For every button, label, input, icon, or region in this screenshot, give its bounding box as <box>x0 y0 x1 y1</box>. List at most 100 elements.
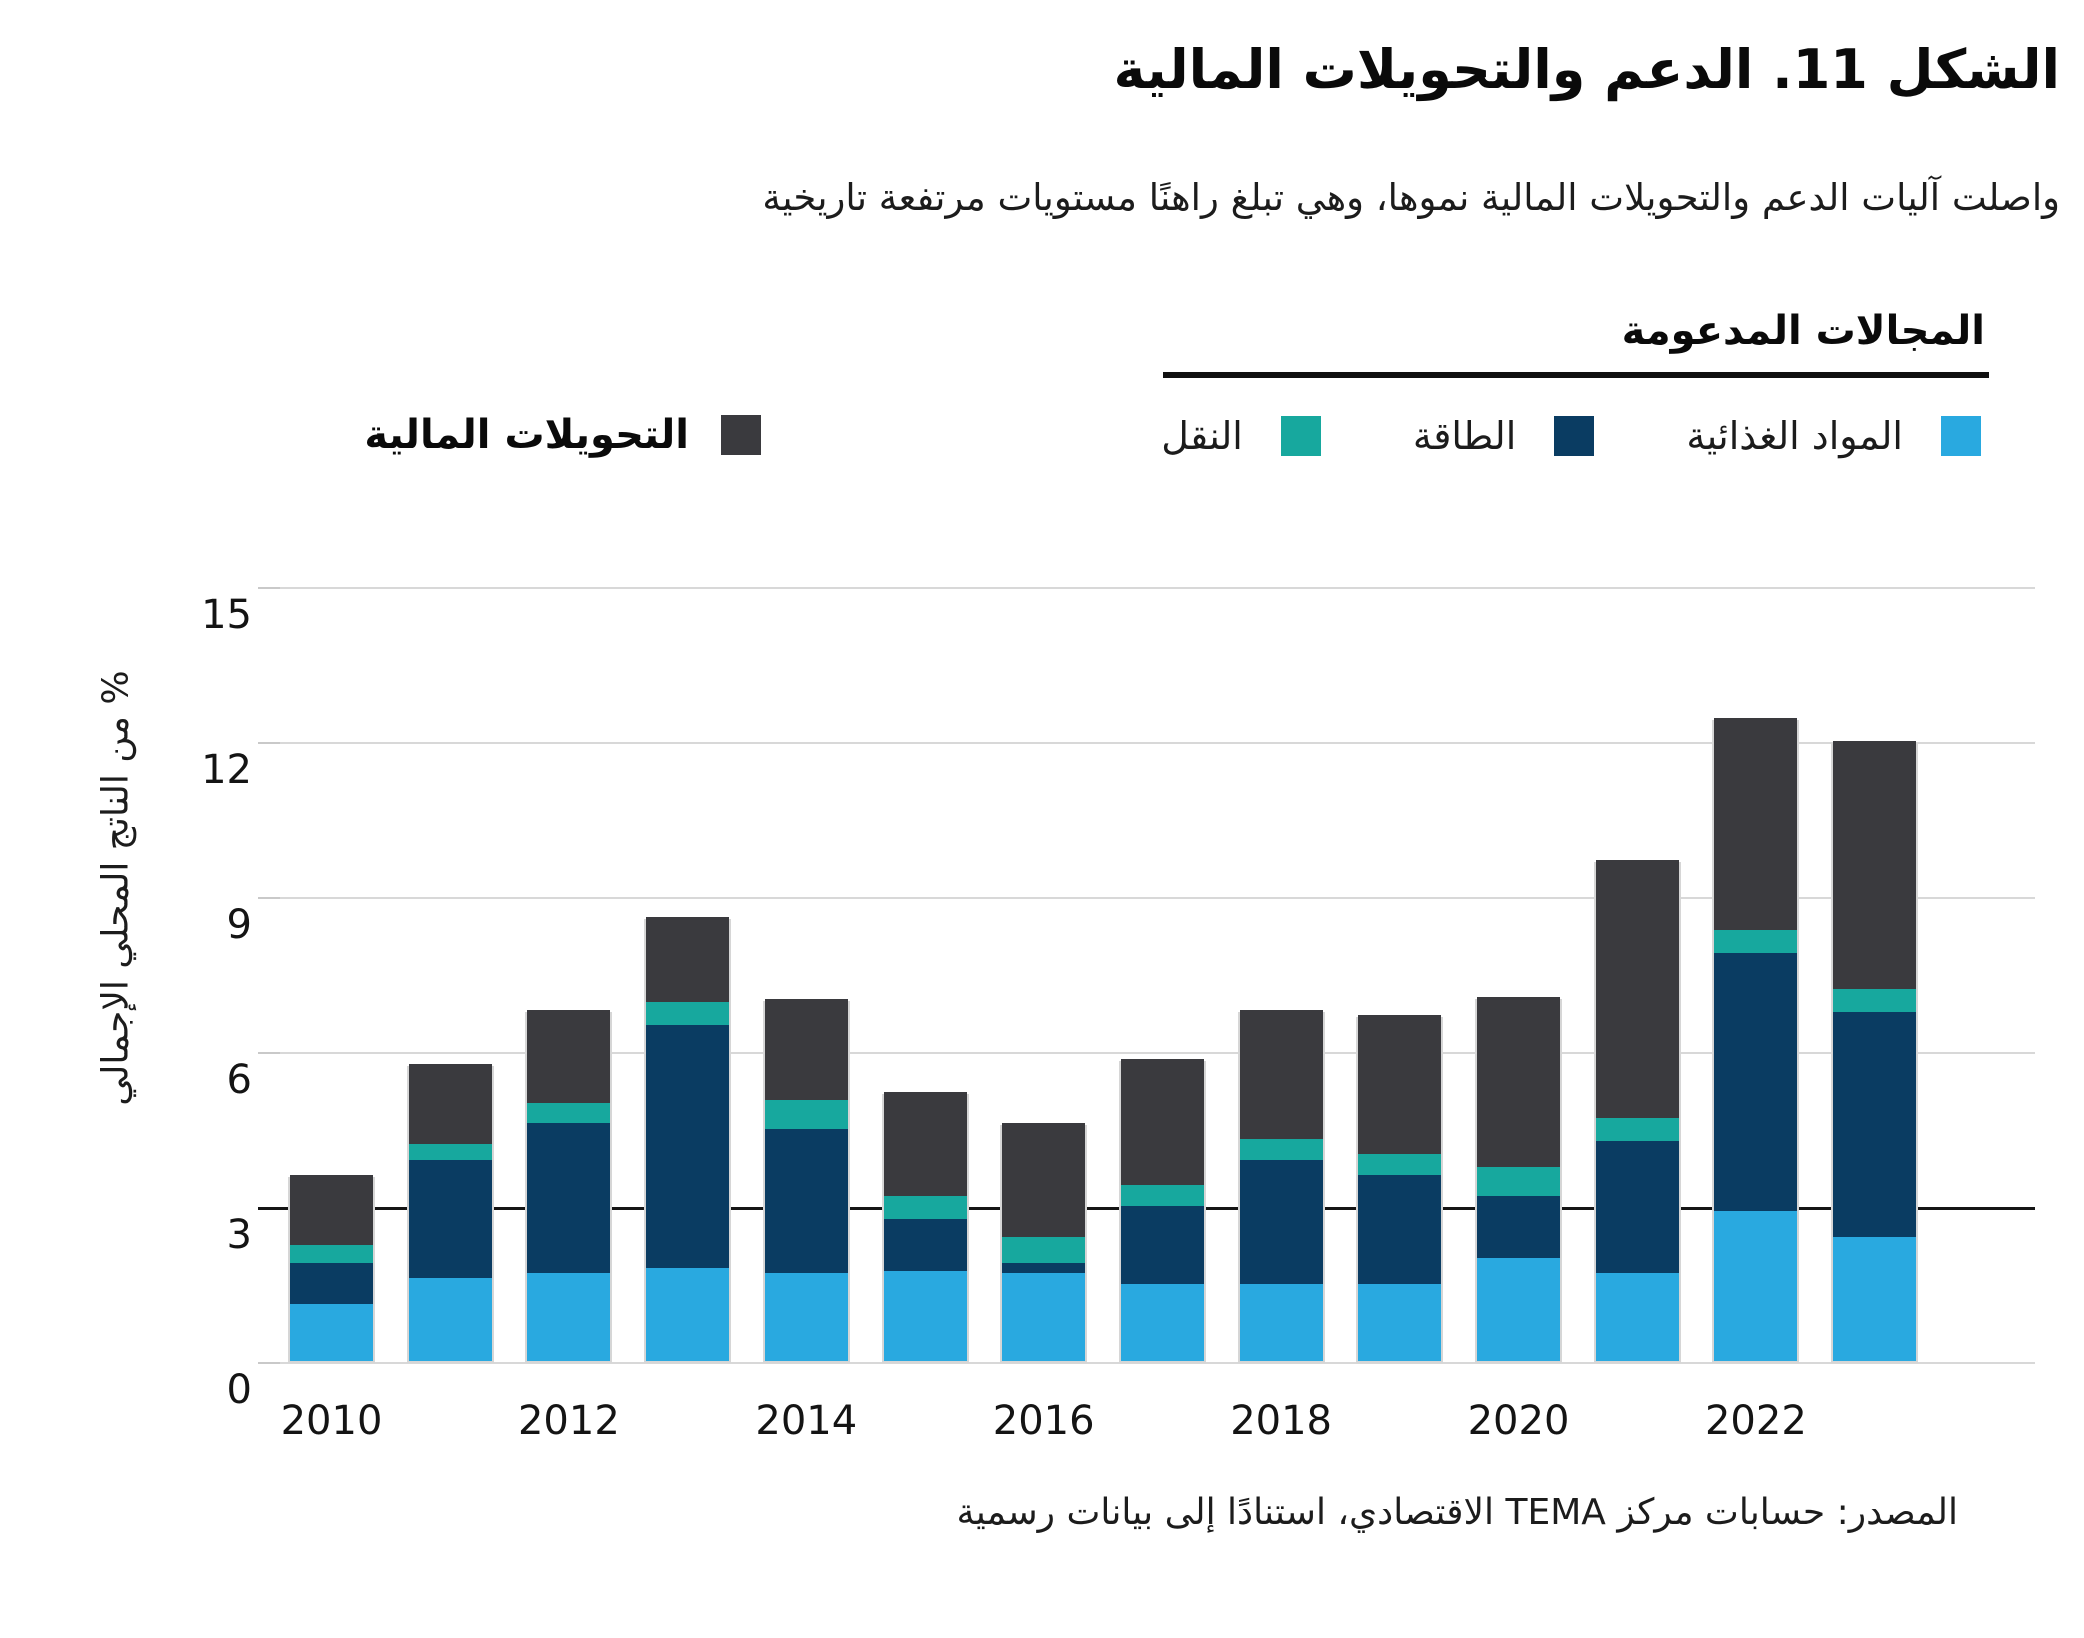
bar-2019-segment-0 <box>1358 1283 1442 1361</box>
y-tick-label-6: 6 <box>226 1057 252 1103</box>
legend-group-header: المجالات المدعومة <box>1621 308 1985 354</box>
bar-2011-segment-1 <box>408 1159 492 1279</box>
x-tick-label-2018: 2018 <box>1230 1398 1332 1444</box>
bar-2011-segment-3 <box>408 1063 492 1145</box>
bar-2019 <box>1356 1014 1444 1363</box>
y-tick-label-9: 9 <box>226 902 252 948</box>
legend-item-food: المواد الغذائية <box>1686 414 1981 458</box>
bar-2021-segment-3 <box>1595 859 1679 1119</box>
bar-2016-segment-1 <box>1002 1262 1086 1274</box>
bar-2018-segment-2 <box>1239 1138 1323 1160</box>
bar-2017-segment-1 <box>1120 1206 1204 1284</box>
bar-2023-segment-3 <box>1833 741 1917 989</box>
bar-2016-segment-2 <box>1002 1237 1086 1263</box>
legend-label-transfers: التحويلات المالية <box>364 412 689 458</box>
plot-area <box>258 587 2035 1364</box>
x-tick-label-2020: 2020 <box>1467 1398 1570 1444</box>
bar-2019-segment-1 <box>1358 1175 1442 1284</box>
gridline-9 <box>280 897 2035 899</box>
bar-2019-segment-2 <box>1358 1154 1442 1175</box>
bar-2017 <box>1118 1058 1206 1363</box>
bar-2012-segment-2 <box>527 1102 611 1124</box>
chart-title: الشكل 11. الدعم والتحويلات المالية <box>1113 38 2061 101</box>
gridline-6 <box>280 1052 2035 1054</box>
bar-2013 <box>644 916 732 1363</box>
y-tick-label-12: 12 <box>201 747 252 793</box>
bar-2022-segment-3 <box>1714 717 1798 930</box>
bar-2020-segment-1 <box>1477 1195 1560 1258</box>
bar-2020-segment-2 <box>1477 1167 1560 1196</box>
y-tick-label-15: 15 <box>201 592 252 638</box>
bar-2012 <box>525 1009 613 1363</box>
x-axis-tick-labels: 2010 2012 2014 2016 2018 2020 2022 <box>280 1398 2035 1458</box>
bar-2013-segment-0 <box>646 1268 730 1361</box>
bar-2014-segment-0 <box>764 1273 848 1361</box>
y-tick-9 <box>258 897 280 899</box>
bar-2020-segment-3 <box>1477 996 1560 1168</box>
bar-2010-segment-2 <box>290 1244 373 1263</box>
bar-2010-segment-1 <box>290 1262 373 1305</box>
bar-2015-segment-3 <box>883 1092 967 1196</box>
bar-2011-segment-0 <box>408 1278 492 1361</box>
transfers-swatch-icon <box>721 415 761 455</box>
bar-2012-segment-3 <box>527 1009 611 1103</box>
bar-2023 <box>1831 741 1919 1363</box>
x-tick-label-2014: 2014 <box>755 1398 858 1444</box>
bar-2023-segment-2 <box>1833 989 1917 1013</box>
legend-underline <box>1163 372 1989 378</box>
x-tick-label-2022: 2022 <box>1704 1398 1807 1444</box>
y-axis-tick-labels: 0 3 6 9 12 15 <box>0 588 252 1413</box>
bar-2018-segment-0 <box>1239 1283 1323 1361</box>
y-tick-label-3: 3 <box>226 1212 252 1258</box>
bar-2017-segment-2 <box>1120 1185 1204 1206</box>
bar-2011-segment-2 <box>408 1144 492 1160</box>
bar-2022 <box>1712 717 1800 1363</box>
bar-2016-segment-0 <box>1002 1273 1086 1361</box>
bar-2012-segment-0 <box>527 1273 611 1361</box>
legend-item-energy: الطاقة <box>1413 414 1595 458</box>
transport-swatch-icon <box>1280 416 1321 456</box>
y-tick-15 <box>258 587 280 589</box>
bar-2014-segment-3 <box>764 999 848 1101</box>
gridline-12 <box>280 742 2035 744</box>
bar-2015-segment-2 <box>883 1195 967 1219</box>
x-tick-label-2012: 2012 <box>517 1398 620 1444</box>
chart-subtitle: واصلت آليات الدعم والتحويلات المالية نمو… <box>762 176 2060 219</box>
bar-2010-segment-3 <box>290 1175 373 1245</box>
bar-2013-segment-2 <box>646 1001 730 1026</box>
bar-2016 <box>1000 1123 1088 1363</box>
bar-2022-segment-1 <box>1714 952 1798 1212</box>
bar-2018-segment-3 <box>1239 1009 1323 1139</box>
energy-swatch-icon <box>1554 416 1595 456</box>
bar-2015 <box>881 1092 969 1363</box>
bar-2012-segment-1 <box>527 1123 611 1274</box>
bar-2022-segment-0 <box>1714 1211 1798 1361</box>
x-tick-label-2016: 2016 <box>992 1398 1095 1444</box>
bar-2022-segment-2 <box>1714 929 1798 953</box>
y-tick-0 <box>258 1362 280 1364</box>
bar-2017-segment-0 <box>1120 1283 1204 1361</box>
bar-2010 <box>288 1175 375 1363</box>
bar-2021-segment-2 <box>1595 1118 1679 1142</box>
bar-2020-segment-0 <box>1477 1257 1560 1361</box>
legend-label-transport: النقل <box>1161 414 1243 458</box>
gridline-0 <box>280 1362 2035 1364</box>
bar-2023-segment-0 <box>1833 1237 1917 1361</box>
bar-2015-segment-0 <box>883 1270 967 1361</box>
bar-2019-segment-3 <box>1358 1014 1442 1155</box>
y-tick-3 <box>258 1207 280 1210</box>
bar-2014-segment-1 <box>764 1128 848 1274</box>
gridline-15 <box>280 587 2035 589</box>
y-tick-label-0: 0 <box>226 1367 252 1413</box>
y-tick-12 <box>258 742 280 744</box>
food-swatch-icon <box>1941 416 1981 456</box>
x-tick-label-2010: 2010 <box>280 1398 383 1444</box>
bar-2013-segment-3 <box>646 916 730 1002</box>
bar-2021 <box>1593 859 1681 1363</box>
legend-item-transfers: التحويلات المالية <box>364 412 761 458</box>
bar-2016-segment-3 <box>1002 1123 1086 1238</box>
bar-2013-segment-1 <box>646 1025 730 1268</box>
y-tick-6 <box>258 1052 280 1054</box>
bar-2017-segment-3 <box>1120 1058 1204 1186</box>
